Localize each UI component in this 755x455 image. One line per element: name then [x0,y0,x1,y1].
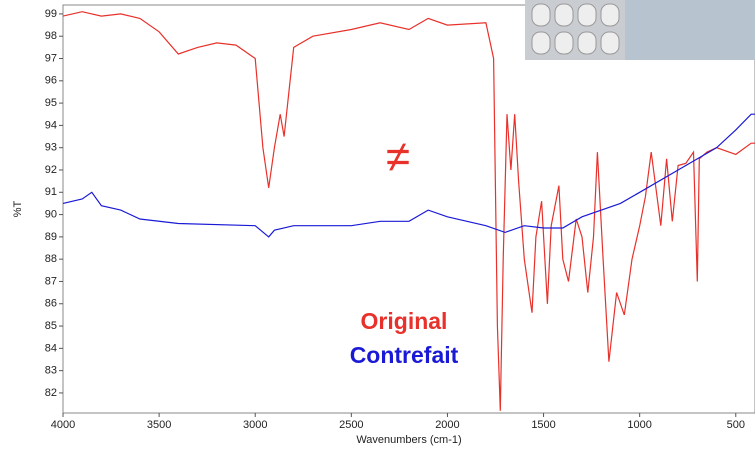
y-tick-label: 90 [45,208,57,220]
x-tick-label: 2000 [435,419,459,431]
y-tick-label: 91 [45,186,57,198]
x-tick-label: 2500 [339,419,363,431]
x-tick-label: 3500 [147,419,171,431]
y-tick-label: 82 [45,387,57,399]
x-tick-label: 1000 [627,419,651,431]
y-tick-label: 83 [45,365,57,377]
y-tick-label: 86 [45,298,57,310]
y-tick-label: 89 [45,231,57,243]
x-tick-label: 1500 [531,419,555,431]
x-tick-label: 3000 [243,419,267,431]
y-tick-label: 87 [45,275,57,287]
y-tick-label: 88 [45,253,57,265]
product-photo [525,0,755,60]
annotation: ≠ [386,133,410,182]
x-tick-label: 500 [727,419,745,431]
legend-label: Original [361,308,448,334]
y-tick-label: 85 [45,320,57,332]
series-line [62,11,755,411]
y-tick-label: 99 [45,8,57,20]
y-tick-label: 95 [45,97,57,109]
y-tick-label: 92 [45,164,57,176]
y-tick-label: 94 [45,119,57,131]
x-tick-label: 4000 [51,419,75,431]
y-axis-label: %T [12,200,24,217]
y-tick-label: 98 [45,30,57,42]
y-tick-label: 84 [45,342,57,354]
legend-label: Contrefait [350,342,459,368]
series-line [62,113,755,238]
plot-frame [62,4,755,414]
y-tick-label: 97 [45,52,57,64]
y-tick-label: 96 [45,75,57,87]
x-axis-label: Wavenumbers (cm-1) [356,434,461,446]
y-tick-label: 93 [45,142,57,154]
